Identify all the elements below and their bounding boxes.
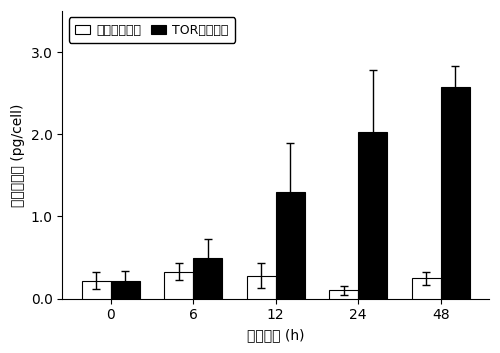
Bar [82,281,110,299]
Bar [110,281,140,299]
Legend: コントロール, TOR阔害条件: コントロール, TOR阔害条件 [68,17,235,43]
X-axis label: 培養時間 (h): 培養時間 (h) [247,328,304,342]
Bar [164,271,193,299]
Bar [247,276,276,299]
Bar [440,87,470,299]
Bar [193,258,222,299]
Bar [330,291,358,299]
Bar [358,132,387,299]
Bar [276,192,304,299]
Bar [412,278,440,299]
Y-axis label: デンプン量 (pg/cell): デンプン量 (pg/cell) [11,103,25,207]
